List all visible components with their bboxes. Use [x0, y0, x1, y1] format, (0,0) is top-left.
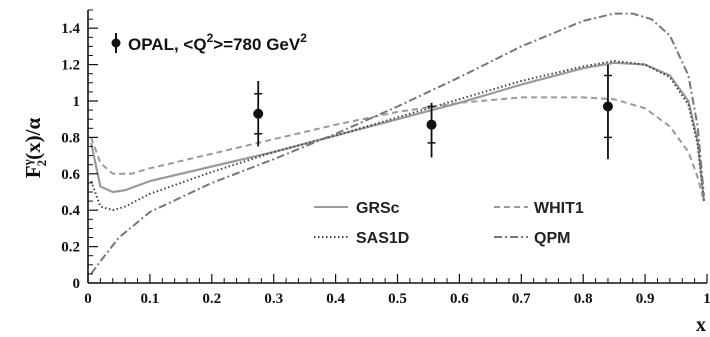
y-axis-title: Fγ2(x)/α	[20, 117, 49, 178]
y-tick-label: 0.4	[61, 203, 80, 219]
y-tick-label: 0	[73, 276, 81, 292]
data-point	[602, 101, 613, 112]
data-legend: OPAL, <Q2>=780 GeV2	[111, 31, 307, 54]
axes	[87, 9, 708, 284]
legend-label-qpm: QPM	[534, 230, 570, 247]
x-tick-label: 0.4	[326, 291, 345, 307]
curve-qpm	[90, 12, 705, 275]
x-tick-label: 0.7	[512, 291, 531, 307]
opal-data-points	[253, 64, 613, 160]
y-tick-label: 1.4	[61, 21, 80, 37]
x-tick-label: 0.5	[388, 291, 407, 307]
x-tick-label: 0	[84, 291, 92, 307]
x-tick-label: 0.1	[141, 291, 160, 307]
legend-label-whit1: WHIT1	[534, 200, 584, 217]
tick-labels: 0 0.1 0.2 0.3 0.4 0.5 0.6 0.7 0.8 0.9 1 0 0.2 0.4 0.6 0…	[61, 21, 710, 307]
theory-curves	[90, 12, 705, 275]
curve-sas1d	[90, 60, 705, 212]
x-tick-label: 0.2	[202, 291, 221, 307]
y-axis-title-rest: (x)/α	[21, 117, 45, 159]
x-tick-label: 0.9	[636, 291, 655, 307]
legend-label-grsc: GRSc	[356, 200, 400, 217]
legend-label-sas1d: SAS1D	[356, 230, 409, 247]
curve-legend: GRSc SAS1D WHIT1 QPM	[314, 200, 584, 247]
x-tick-label: 0.3	[264, 291, 283, 307]
data-legend-label: OPAL, <Q2>=780 GeV2	[128, 31, 307, 54]
data-legend-text-pre: OPAL, <Q	[128, 35, 207, 54]
curve-grsc	[90, 61, 705, 202]
curve-whit1	[90, 96, 705, 202]
data-point	[426, 119, 437, 130]
y-tick-label: 1	[73, 94, 81, 110]
data-legend-marker	[111, 38, 121, 48]
y-tick-label: 0.8	[61, 130, 80, 146]
data-point	[253, 108, 264, 119]
y-tick-label: 1.2	[61, 58, 80, 74]
y-tick-label: 0.6	[61, 167, 80, 183]
data-legend-text-sup2: 2	[300, 31, 307, 45]
y-tick-label: 0.2	[61, 240, 80, 256]
data-legend-text-sup: 2	[207, 31, 214, 45]
x-tick-label: 0.6	[450, 291, 469, 307]
x-tick-label: 0.8	[574, 291, 593, 307]
y-axis-title-sub: 2	[34, 160, 49, 167]
data-legend-text-post: >=780 GeV	[213, 35, 301, 54]
x-tick-label: 1	[703, 291, 710, 307]
x-axis-title: x	[696, 314, 706, 336]
y-axis-title-f: F	[21, 165, 45, 178]
y-axis-title-sup: γ	[20, 159, 35, 166]
